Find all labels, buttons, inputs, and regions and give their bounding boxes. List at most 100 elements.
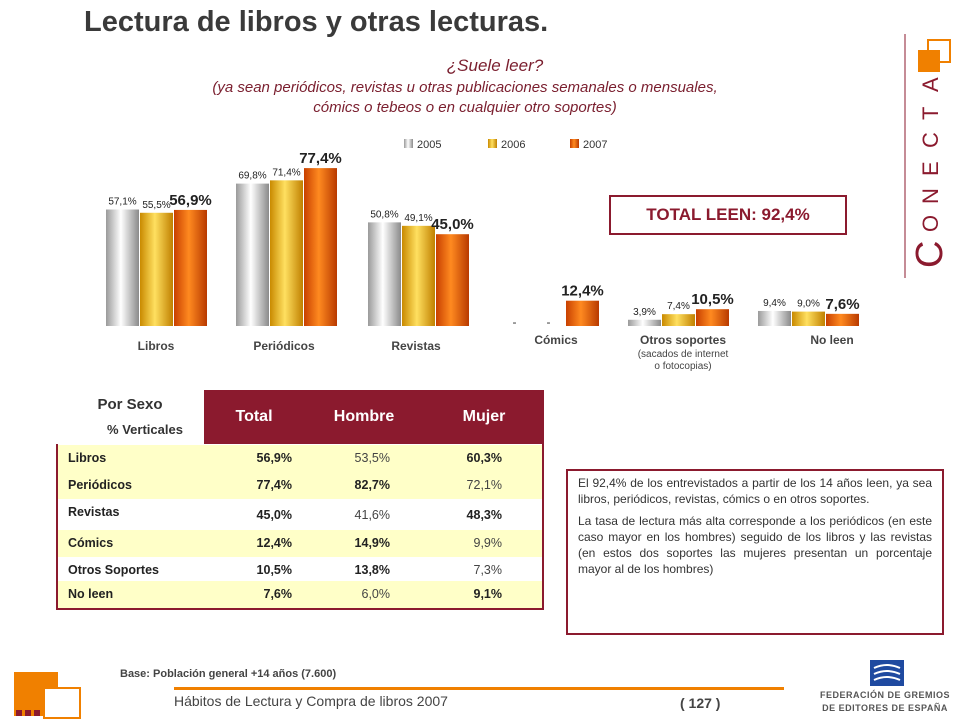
cell-total: 10,5% — [256, 563, 292, 577]
cell-hombre: 41,6% — [354, 508, 390, 522]
bar-label-No leen-2006: 9,0% — [797, 299, 820, 310]
table-row: Periódicos 77,4% 82,7% 72,1% — [58, 472, 542, 499]
legend-label-2006: 2006 — [501, 139, 525, 151]
bar-Otros soportes-2007 — [696, 309, 729, 326]
table-subtitle: % Verticales — [107, 422, 183, 437]
row-label: Cómics — [68, 536, 114, 550]
bar-label-Periódicos-2007: 77,4% — [299, 150, 342, 167]
legend-label-2005: 2005 — [417, 139, 441, 151]
cell-hombre: 14,9% — [354, 536, 390, 550]
cell-hombre: 6,0% — [361, 587, 391, 601]
bar-label-Cómics-2006: - — [547, 315, 551, 329]
logo-square-outline — [927, 39, 951, 63]
cell-hombre: 82,7% — [354, 478, 390, 492]
brand-letter: N — [918, 188, 943, 204]
bar-Otros soportes-2006 — [662, 314, 695, 326]
question-text: ¿Suele leer? — [446, 56, 544, 75]
bar-label-Otros soportes-2006: 7,4% — [667, 301, 690, 312]
bar-label-Revistas-2006: 49,1% — [404, 213, 432, 224]
question-subtitle: (ya sean periódicos, revistas u otras pu… — [140, 78, 790, 118]
cell-total: 7,6% — [263, 587, 293, 601]
cell-mujer: 72,1% — [466, 478, 502, 492]
bar-label-Cómics-2005: - — [513, 315, 517, 329]
bar-Revistas-2007 — [436, 234, 469, 326]
bar-label-Periódicos-2006: 71,4% — [272, 167, 300, 178]
brand-letter: C — [909, 241, 951, 268]
bar-label-Revistas-2007: 45,0% — [431, 216, 474, 233]
bar-No leen-2005 — [758, 310, 791, 326]
category-label-Periódicos: Periódicos — [253, 339, 315, 353]
corner-dot — [34, 710, 40, 716]
table-title: Por Sexo — [97, 396, 163, 413]
bar-label-Libros-2005: 57,1% — [108, 197, 136, 208]
category-sublabel-line2: o fotocopias) — [654, 361, 711, 372]
bar-label-Libros-2006: 55,5% — [142, 200, 170, 211]
bar-Revistas-2006 — [402, 225, 435, 326]
summary-text-box: El 92,4% de los entrevistados a partir d… — [566, 469, 944, 635]
category-sublabel-line1: (sacados de internet — [638, 349, 729, 360]
bar-Revistas-2005 — [368, 222, 401, 326]
footer-title: Hábitos de Lectura y Compra de libros 20… — [174, 693, 448, 709]
summary-paragraph-2: La tasa de lectura más alta corresponde … — [578, 514, 932, 576]
corner-dot — [25, 710, 31, 716]
cell-total: 56,9% — [256, 451, 292, 465]
table-row: Otros Soportes 10,5% 13,8% 7,3% — [58, 557, 542, 584]
bar-label-Otros soportes-2007: 10,5% — [691, 291, 734, 308]
federation-logo-waves — [873, 664, 901, 681]
bar-label-No leen-2007: 7,6% — [825, 296, 859, 313]
brand-letter: C — [918, 132, 943, 148]
brand-letter: O — [918, 215, 943, 232]
sample-base-note: Base: Población general +14 años (7.600) — [120, 668, 337, 680]
cell-mujer: 60,3% — [466, 451, 502, 465]
corner-logo — [14, 672, 81, 719]
cell-total: 77,4% — [256, 478, 292, 492]
bar-Libros-2007 — [174, 209, 207, 326]
corner-square-outline — [43, 687, 81, 719]
legend-swatch-2006 — [488, 139, 497, 148]
total-readers-box: TOTAL LEEN: 92,4% — [609, 195, 847, 235]
header-hombre: Hombre — [333, 408, 395, 425]
bar-label-No leen-2005: 9,4% — [763, 298, 786, 309]
legend-swatch-2007 — [570, 139, 579, 148]
cell-hombre: 53,5% — [354, 451, 390, 465]
bar-Periódicos-2007 — [304, 168, 337, 326]
bar-label-Otros soportes-2005: 3,9% — [633, 307, 656, 318]
category-label-Revistas: Revistas — [391, 339, 441, 353]
bar-Periódicos-2006 — [270, 180, 303, 326]
table-row: Cómics 12,4% 14,9% 9,9% — [58, 530, 542, 557]
cell-hombre: 13,8% — [354, 563, 390, 577]
page-number: ( 127 ) — [680, 695, 721, 711]
cell-mujer: 48,3% — [466, 508, 502, 522]
bar-No leen-2007 — [826, 313, 859, 326]
chart-legend: 2005 2006 2007 — [404, 139, 607, 151]
cell-total: 45,0% — [256, 508, 292, 522]
table-header: Total Hombre Mujer — [204, 390, 544, 444]
brand-letter: T — [918, 107, 943, 120]
bar-Periódicos-2005 — [236, 183, 269, 326]
row-label: Periódicos — [68, 478, 132, 492]
cell-mujer: 9,1% — [473, 587, 503, 601]
bar-Libros-2006 — [140, 212, 173, 326]
bar-label-Revistas-2005: 50,8% — [370, 209, 398, 220]
federation-logo-icon — [870, 660, 904, 686]
table-body: Libros 56,9% 53,5% 60,3% Periódicos 77,4… — [56, 444, 544, 610]
bar-Otros soportes-2005 — [628, 319, 661, 326]
header-total: Total — [235, 408, 273, 425]
brand-letter: E — [918, 161, 943, 176]
bar-label-Periódicos-2005: 69,8% — [238, 171, 266, 182]
footer-rule — [174, 687, 784, 690]
header-mujer: Mujer — [462, 408, 506, 425]
question-subtitle-line2: cómics o tebeos o en cualquier otro sopo… — [313, 99, 617, 116]
chart-category-labels: Libros Periódicos Revistas Cómics Otros sopo… — [138, 333, 854, 372]
question-subtitle-line1: (ya sean periódicos, revistas u otras pu… — [212, 79, 718, 96]
bar-Libros-2005 — [106, 209, 139, 326]
bar-No leen-2006 — [792, 311, 825, 326]
cell-total: 12,4% — [256, 536, 292, 550]
federation-name-line2: DE EDITORES DE ESPAÑA — [822, 703, 948, 713]
cell-mujer: 7,3% — [473, 563, 503, 577]
page-title: Lectura de libros y otras lecturas. — [84, 6, 549, 38]
category-label-Libros: Libros — [138, 339, 175, 353]
chart-bars — [106, 168, 859, 326]
category-label-Otros soportes: Otros soportes — [640, 333, 726, 347]
